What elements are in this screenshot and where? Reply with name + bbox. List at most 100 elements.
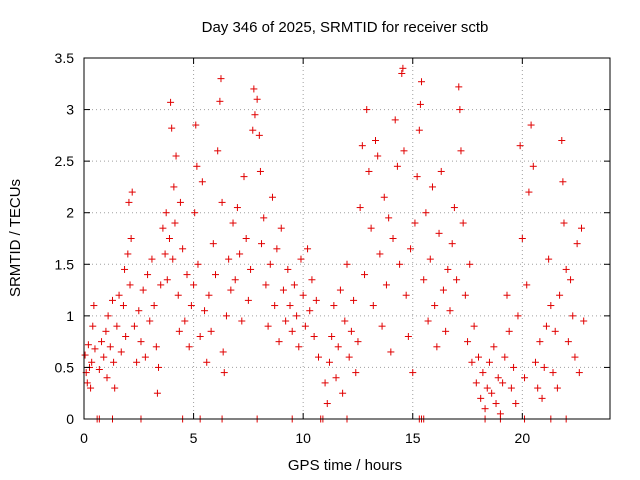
data-point [83, 379, 91, 387]
data-point [409, 369, 417, 377]
data-point [505, 327, 513, 335]
data-point [304, 245, 312, 253]
chart-title: Day 346 of 2025, SRMTID for receiver sct… [202, 19, 489, 36]
data-point [444, 265, 452, 273]
data-point [217, 75, 225, 83]
data-point [168, 124, 176, 132]
data-point [295, 343, 303, 351]
data-point [121, 265, 129, 273]
data-point [133, 358, 141, 366]
data-point [453, 276, 461, 284]
data-points [81, 64, 588, 423]
data-point [518, 235, 526, 242]
data-point [464, 338, 472, 346]
data-point [137, 338, 145, 346]
y-axis-label: SRMTID / TECUs [7, 179, 24, 297]
data-point [343, 260, 351, 268]
data-point [253, 95, 261, 103]
data-point [299, 291, 307, 299]
data-point [551, 327, 559, 335]
data-point [564, 338, 572, 346]
data-point [510, 363, 518, 371]
data-point [117, 348, 125, 356]
data-point [100, 353, 108, 361]
data-point [222, 312, 230, 320]
data-point [501, 353, 509, 361]
data-point [273, 245, 281, 253]
data-point [562, 265, 570, 273]
data-point [102, 327, 110, 335]
data-point [88, 358, 96, 366]
data-point [216, 97, 224, 105]
data-point [218, 198, 226, 206]
data-point [153, 389, 161, 397]
data-point [169, 255, 177, 263]
data-point [95, 365, 103, 373]
data-point [130, 322, 138, 330]
data-point [514, 312, 522, 320]
data-point [150, 302, 158, 310]
data-point [103, 374, 111, 382]
data-point [516, 142, 524, 150]
data-point [212, 271, 219, 279]
data-point [192, 121, 200, 129]
data-point [279, 286, 287, 294]
data-point [249, 126, 257, 134]
data-point [569, 312, 577, 320]
data-point [175, 327, 183, 335]
data-point [155, 363, 163, 371]
data-point [255, 131, 263, 139]
data-point [87, 384, 95, 392]
data-point [485, 358, 493, 366]
data-point [350, 296, 358, 304]
data-point [507, 384, 515, 392]
data-point [181, 317, 189, 325]
data-point [321, 379, 329, 387]
data-point [345, 353, 353, 361]
axis-ticks [83, 57, 610, 420]
data-point [347, 327, 355, 335]
x-tick-label: 10 [295, 430, 311, 446]
data-point [415, 126, 423, 134]
data-point [556, 291, 564, 299]
data-point [411, 219, 419, 227]
data-point [190, 281, 198, 289]
data-point [549, 369, 557, 377]
data-point [266, 260, 274, 268]
data-point [214, 147, 222, 155]
data-point [358, 142, 366, 150]
data-point [174, 291, 182, 299]
data-point [198, 178, 206, 186]
data-point [336, 286, 344, 294]
data-point [560, 219, 568, 227]
data-point [393, 162, 401, 170]
data-point [365, 167, 373, 175]
data-point [573, 240, 581, 248]
data-point [236, 250, 244, 258]
data-point [418, 78, 426, 86]
data-point [242, 235, 250, 242]
data-point [262, 281, 270, 289]
y-tick-label: 2 [66, 205, 74, 221]
data-point [521, 374, 529, 382]
data-point [179, 245, 187, 253]
data-point [382, 281, 390, 289]
data-point [308, 276, 316, 284]
data-point [547, 302, 555, 310]
data-point [219, 348, 227, 356]
data-point [380, 193, 388, 201]
data-point [475, 353, 482, 361]
data-point [256, 167, 264, 175]
data-point [233, 204, 241, 212]
data-point [339, 389, 347, 397]
data-point [457, 147, 465, 155]
data-point [113, 322, 121, 330]
data-point [334, 343, 342, 351]
data-point [356, 204, 364, 212]
data-point [540, 363, 548, 371]
y-tick-label: 1 [66, 308, 74, 324]
x-tick-label: 5 [190, 430, 198, 446]
data-point [396, 260, 404, 268]
data-point [115, 291, 123, 299]
data-point [165, 235, 173, 242]
